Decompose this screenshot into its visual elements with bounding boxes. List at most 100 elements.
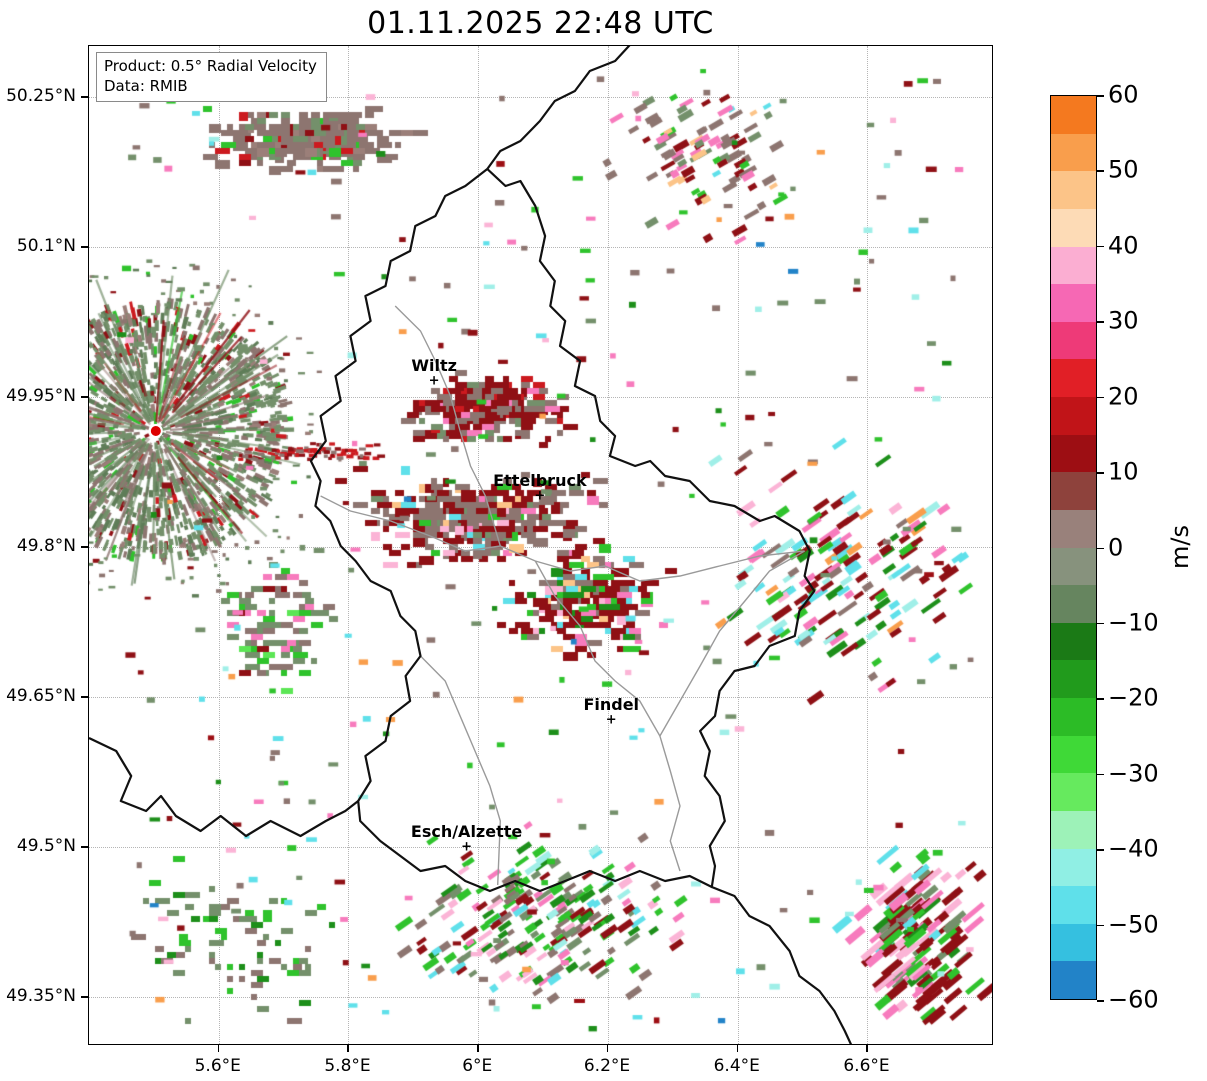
colorbar-tick-label: −20 [1108, 683, 1159, 712]
y-tick-label: 49.95°N [6, 386, 76, 406]
country-border [486, 46, 631, 170]
colorbar-segment [1051, 284, 1096, 322]
colorbar-segment [1051, 698, 1096, 736]
colorbar-tick-mark [1097, 170, 1104, 172]
colorbar-segment [1051, 472, 1096, 510]
district-border [394, 305, 501, 547]
colorbar-tick-mark [1097, 849, 1104, 851]
colorbar-segment [1051, 133, 1096, 172]
colorbar-segment [1051, 923, 1096, 962]
figure-title: 01.11.2025 22:48 UTC [367, 6, 714, 41]
y-tick-mark [81, 846, 88, 848]
colorbar-tick-mark [1097, 773, 1104, 776]
x-tick-mark [736, 1045, 739, 1052]
district-border [320, 495, 805, 582]
y-tick-mark [81, 96, 88, 98]
x-tick-label: 6.2°E [583, 1056, 631, 1076]
y-tick-label: 49.5°N [16, 836, 76, 856]
colorbar-tick-mark [1097, 622, 1104, 625]
x-tick-mark [477, 1045, 479, 1052]
city-marker-cross: + [605, 712, 617, 728]
colorbar-segment [1051, 773, 1096, 811]
x-tick-label: 5.6°E [194, 1056, 241, 1076]
colorbar-tick-mark [1097, 396, 1104, 399]
colorbar-segment [1051, 321, 1096, 360]
district-border [659, 550, 805, 872]
product-line: Product: 0.5° Radial Velocity [104, 57, 317, 75]
colorbar-segment [1051, 246, 1096, 285]
country-border [89, 737, 359, 838]
colorbar-tick-mark [1097, 95, 1104, 97]
colorbar-tick-label: −30 [1108, 759, 1159, 788]
y-tick-label: 49.8°N [16, 536, 76, 556]
colorbar-tick-label: 40 [1108, 231, 1139, 260]
colorbar-tick-mark [1097, 472, 1104, 474]
y-tick-mark [81, 996, 88, 998]
colorbar-unit-label: m/s [1166, 525, 1194, 569]
city-label: Wiltz [411, 356, 457, 375]
data-source-line: Data: RMIB [104, 77, 188, 96]
colorbar-segment [1051, 434, 1096, 473]
city-layer: + Wiltz + Ettelbruck + Findel + Esch/Alzette [89, 46, 992, 1044]
colorbar-segment [1051, 585, 1096, 623]
colorbar-tick-mark [1097, 1000, 1104, 1002]
border-overlay [89, 46, 853, 1044]
colorbar-segment [1051, 547, 1096, 586]
city-marker-cross: + [534, 488, 546, 504]
colorbar-tick-mark [1097, 547, 1104, 549]
city-marker-cross: + [461, 839, 473, 855]
x-tick-label: 6°E [462, 1056, 493, 1076]
y-tick-label: 49.35°N [6, 986, 76, 1006]
colorbar-tick-label: −10 [1108, 608, 1159, 637]
district-border [534, 560, 661, 737]
x-tick-label: 6.6°E [843, 1056, 890, 1076]
country-border [309, 168, 816, 893]
radar-site-dot [148, 424, 163, 438]
country-border [711, 885, 853, 1044]
colorbar-segment [1051, 208, 1096, 247]
colorbar-segment [1051, 735, 1096, 774]
city-label: Ettelbruck [493, 471, 587, 490]
y-tick-label: 50.25°N [6, 86, 76, 106]
colorbar-tick-mark [1097, 245, 1104, 248]
city-label: Esch/Alzette [410, 822, 523, 841]
x-tick-mark [217, 1045, 220, 1052]
colorbar-tick-label: 50 [1108, 155, 1139, 184]
colorbar-segment [1051, 359, 1096, 397]
y-tick-mark [81, 546, 88, 548]
x-tick-label: 5.8°E [324, 1056, 371, 1076]
colorbar-segment [1051, 961, 1096, 999]
colorbar-tick-label: 30 [1108, 306, 1139, 335]
colorbar-tick-mark [1097, 698, 1104, 700]
colorbar-segment [1051, 886, 1096, 924]
y-tick-label: 50.1°N [16, 236, 76, 256]
city-marker-cross: + [428, 373, 440, 389]
colorbar-segment [1051, 810, 1096, 849]
y-tick-mark [81, 246, 88, 248]
colorbar-tick-label: −40 [1108, 834, 1159, 863]
product-info-box: Product: 0.5° Radial Velocity Data: RMIB [96, 52, 327, 102]
colorbar-tick-label: −60 [1108, 985, 1159, 1014]
y-tick-mark [81, 696, 88, 698]
y-tick-mark [81, 396, 88, 398]
district-border [420, 655, 502, 886]
colorbar-segment [1051, 848, 1096, 887]
radar-echo-canvas [89, 46, 992, 1044]
colorbar-segment [1051, 171, 1096, 209]
city-label: Findel [583, 695, 640, 714]
map-plot-area: + Wiltz + Ettelbruck + Findel + Esch/Alzette Pr… [88, 45, 993, 1045]
x-tick-mark [606, 1045, 609, 1052]
colorbar-tick-mark [1097, 924, 1104, 927]
colorbar-segment [1051, 660, 1096, 698]
y-tick-label: 49.65°N [6, 686, 76, 706]
colorbar-segment [1051, 96, 1096, 134]
colorbar [1050, 95, 1097, 1000]
x-tick-mark [866, 1045, 868, 1052]
colorbar-tick-label: 0 [1108, 532, 1124, 561]
colorbar-tick-mark [1097, 321, 1104, 323]
colorbar-segment [1051, 397, 1096, 435]
colorbar-tick-label: 10 [1108, 457, 1139, 486]
x-tick-label: 6.4°E [713, 1056, 760, 1076]
colorbar-segment [1051, 622, 1096, 661]
